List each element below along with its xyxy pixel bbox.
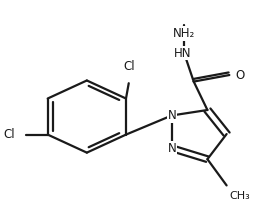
Text: N: N — [167, 142, 176, 155]
Text: N: N — [167, 109, 176, 122]
Text: O: O — [235, 68, 245, 82]
Text: Cl: Cl — [3, 128, 15, 141]
Text: CH₃: CH₃ — [229, 191, 250, 201]
Text: Cl: Cl — [123, 60, 135, 73]
Text: HN: HN — [174, 47, 192, 60]
Text: NH₂: NH₂ — [173, 27, 195, 40]
